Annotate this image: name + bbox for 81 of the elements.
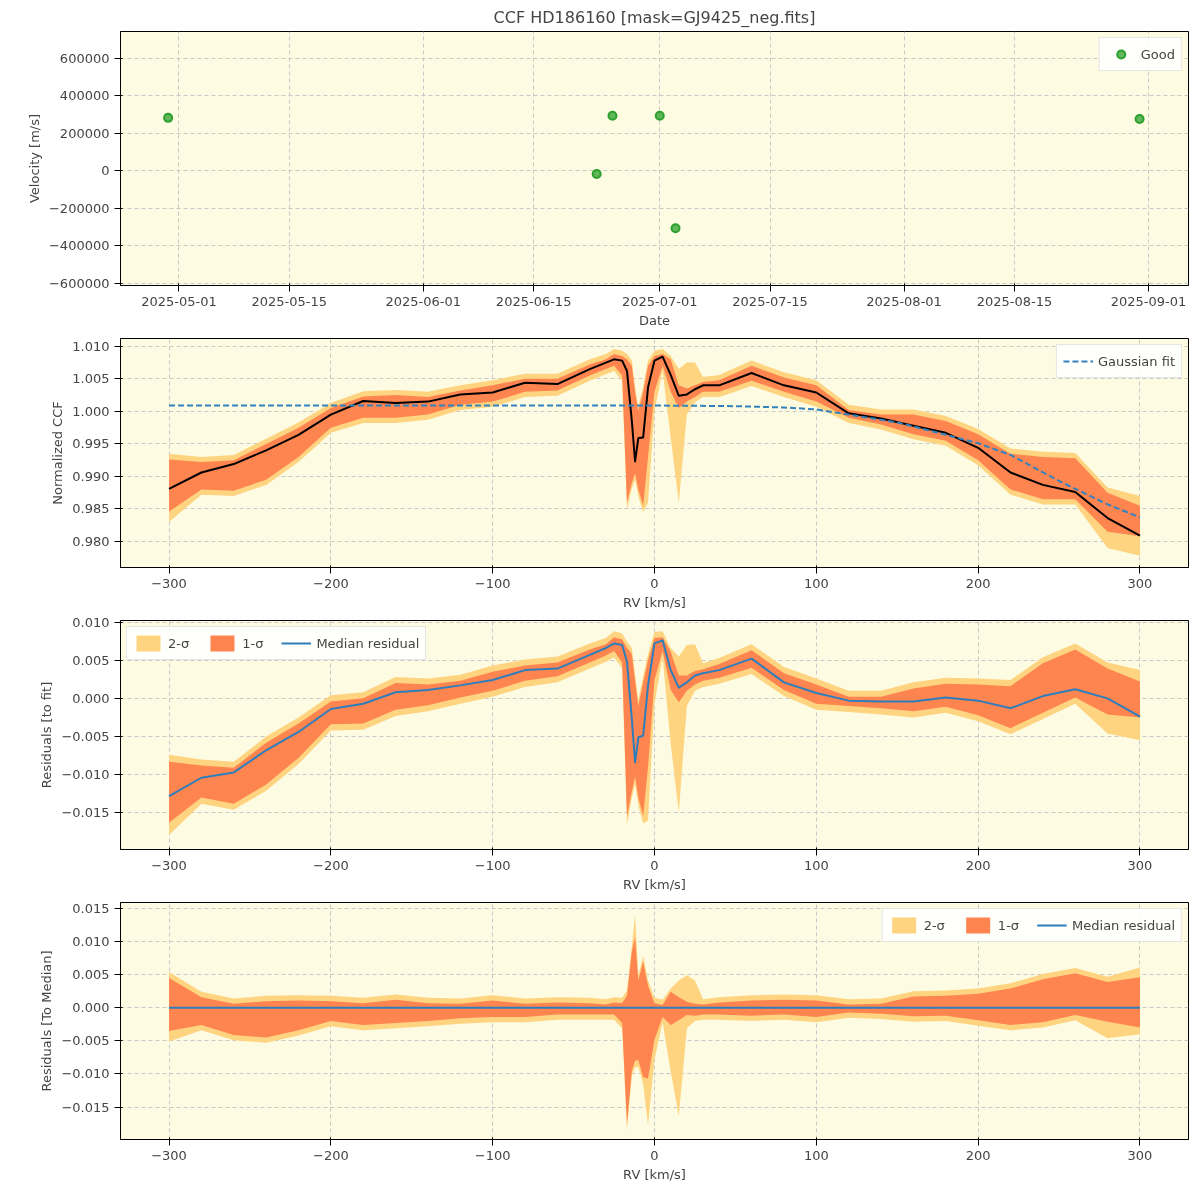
y-tick-label: 0.000 bbox=[72, 1000, 110, 1016]
x-tick-label: 300 bbox=[1127, 1147, 1153, 1163]
x-tick-label: 100 bbox=[803, 575, 829, 591]
y-tick-label: 400000 bbox=[59, 88, 110, 104]
y-axis-title: Residuals [to fit] bbox=[39, 681, 55, 789]
x-tick-label: 0 bbox=[650, 575, 659, 591]
y-tick-label: 0.990 bbox=[72, 468, 110, 484]
legend-label: 2-σ bbox=[923, 917, 945, 933]
y-tick-label: −0.015 bbox=[61, 805, 110, 821]
y-tick-label: −0.005 bbox=[61, 729, 110, 745]
point bbox=[607, 110, 618, 121]
y-axis-title: Residuals [To Median] bbox=[39, 950, 55, 1092]
x-axis-title: RV [km/s] bbox=[623, 1166, 686, 1182]
y-tick-label: 0.995 bbox=[72, 436, 110, 452]
point bbox=[654, 110, 665, 121]
x-tick-label: 200 bbox=[965, 857, 991, 873]
x-tick-label: 2025-06-01 bbox=[385, 293, 462, 309]
x-tick-label: 0 bbox=[650, 857, 659, 873]
y-tick-label: 0 bbox=[101, 163, 110, 179]
y-tick-label: 0.000 bbox=[72, 690, 110, 706]
point bbox=[670, 223, 681, 234]
x-tick-label: −300 bbox=[151, 1147, 187, 1163]
y-axis-title: Normalized CCF bbox=[50, 401, 66, 505]
y-tick-label: 0.005 bbox=[72, 652, 110, 668]
legend-label: Median residual bbox=[1072, 917, 1175, 933]
x-tick-label: 200 bbox=[965, 575, 991, 591]
y-tick-label: 0.985 bbox=[72, 501, 110, 517]
x-tick-label: 2025-07-15 bbox=[732, 293, 808, 309]
x-tick-label: 200 bbox=[965, 1147, 991, 1163]
x-tick-label: 2025-09-01 bbox=[1110, 293, 1187, 309]
y-tick-label: −0.010 bbox=[61, 1066, 110, 1082]
y-tick-label: 1.010 bbox=[72, 338, 110, 354]
legend-label: 1-σ bbox=[242, 635, 264, 651]
x-tick-label: 2025-06-15 bbox=[495, 293, 572, 309]
point bbox=[163, 112, 174, 123]
x-tick-label: 2025-08-01 bbox=[866, 293, 942, 309]
chart-title: CCF HD186160 [mask=GJ9425_neg.fits] bbox=[493, 7, 816, 28]
x-axis-title: Date bbox=[638, 312, 671, 328]
y-axis-title: Velocity [m/s] bbox=[26, 113, 42, 204]
x-tick-label: 2025-08-15 bbox=[976, 293, 1053, 309]
x-tick-label: −100 bbox=[474, 1147, 511, 1163]
x-tick-label: −100 bbox=[474, 575, 511, 591]
x-tick-label: −200 bbox=[313, 1147, 349, 1163]
x-tick-label: 0 bbox=[650, 1147, 659, 1163]
y-tick-label: 200000 bbox=[59, 125, 110, 141]
x-tick-label: −100 bbox=[474, 857, 511, 873]
x-tick-label: −300 bbox=[151, 857, 187, 873]
y-tick-label: −200000 bbox=[48, 200, 110, 216]
y-tick-label: −0.005 bbox=[61, 1033, 110, 1049]
y-tick-label: −600000 bbox=[48, 275, 110, 291]
y-tick-label: 0.010 bbox=[72, 934, 110, 950]
x-axis-title: RV [km/s] bbox=[623, 594, 686, 610]
y-tick-label: 1.000 bbox=[72, 403, 110, 419]
legend-label: 1-σ bbox=[997, 917, 1020, 933]
y-tick-label: 600000 bbox=[59, 50, 110, 66]
y-tick-label: 1.005 bbox=[72, 371, 110, 387]
y-tick-label: 0.010 bbox=[72, 614, 110, 630]
line-series bbox=[168, 404, 1141, 519]
legend-label: Good bbox=[1140, 46, 1175, 62]
x-tick-label: −200 bbox=[313, 857, 349, 873]
legend-label: Median residual bbox=[316, 635, 420, 651]
x-tick-label: −300 bbox=[151, 575, 187, 591]
x-tick-label: 300 bbox=[1127, 575, 1153, 591]
x-tick-label: 100 bbox=[803, 857, 829, 873]
x-tick-label: 2025-05-01 bbox=[141, 293, 217, 309]
legend-label: 2-σ bbox=[168, 635, 190, 651]
y-tick-label: 0.980 bbox=[72, 533, 110, 549]
x-tick-label: 2025-07-01 bbox=[621, 293, 698, 309]
x-tick-label: 2025-05-15 bbox=[251, 293, 328, 309]
x-tick-label: 100 bbox=[803, 1147, 829, 1163]
x-axis-title: RV [km/s] bbox=[623, 876, 686, 892]
legend-label: Gaussian fit bbox=[1097, 353, 1175, 369]
x-tick-label: −200 bbox=[313, 575, 349, 591]
y-tick-label: 0.005 bbox=[72, 967, 110, 983]
x-tick-label: 300 bbox=[1127, 857, 1153, 873]
y-tick-label: −0.015 bbox=[61, 1099, 110, 1115]
point bbox=[1134, 113, 1145, 124]
y-tick-label: −400000 bbox=[48, 238, 110, 254]
point bbox=[591, 169, 602, 180]
y-tick-label: −0.010 bbox=[61, 767, 110, 783]
y-tick-label: 0.015 bbox=[72, 900, 110, 916]
